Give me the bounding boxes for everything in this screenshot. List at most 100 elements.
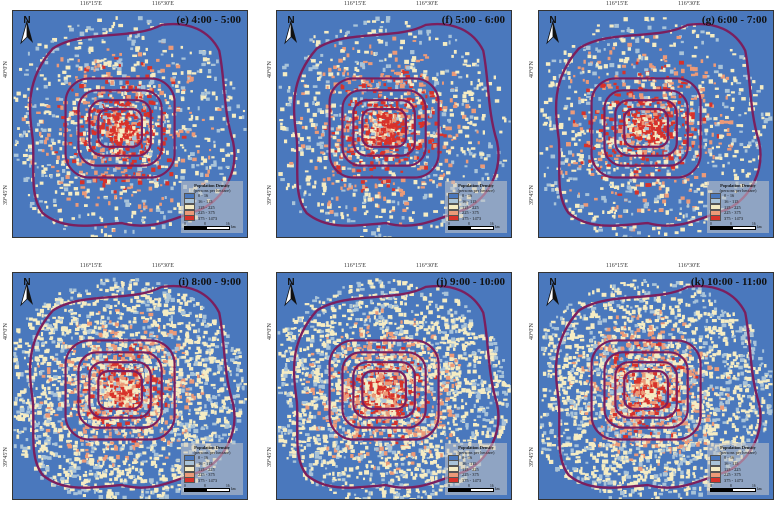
scale-unit: km <box>757 225 762 229</box>
legend-title: Population Density <box>720 445 756 451</box>
ring-road <box>590 77 702 179</box>
north-label: N <box>549 277 557 288</box>
scale-label: 16 <box>752 222 756 226</box>
density-raster <box>539 16 773 237</box>
coordinate-label: 116°15'E <box>344 263 366 269</box>
legend-title: Population Density <box>720 183 756 189</box>
ring-road <box>614 361 678 419</box>
legend-label: 375 - 1473 <box>724 477 744 483</box>
coordinate-label: 116°15'E <box>606 1 628 7</box>
ring-road <box>88 99 152 157</box>
legend-swatch <box>184 198 195 205</box>
north-arrow-icon: N <box>545 277 561 311</box>
legend-entry: 225 - 375 <box>184 209 240 216</box>
ring-road <box>603 351 689 429</box>
ring-road <box>623 108 669 148</box>
legend-label: 225 - 375 <box>724 472 741 478</box>
legend-entry: 115 - 225 <box>184 466 240 473</box>
legend-swatch <box>710 471 721 478</box>
coordinate-label: 39°45'N <box>529 447 535 467</box>
ring-road <box>97 108 143 148</box>
scale-label: 16 <box>490 484 494 488</box>
map-panel: 116°15'E 116°30'E 40°0'N 39°45'N N (j) 9:00 -… <box>266 262 514 502</box>
population-density-map: N (j) 9:00 - 10:00 Population Density (pers… <box>276 272 512 500</box>
scale-bar: 0 8 16 km <box>448 484 504 493</box>
scale-label: 8 <box>468 484 470 488</box>
legend-swatch <box>184 209 195 216</box>
legend-entry: 115 - 225 <box>710 204 766 211</box>
legend-entry: 16 - 115 <box>184 460 240 467</box>
legend-swatch <box>184 215 195 222</box>
legend-swatch <box>184 454 195 461</box>
ring-road <box>77 89 163 167</box>
coordinate-label: 116°30'E <box>152 1 174 7</box>
legend-swatch <box>448 454 459 461</box>
coordinate-label: 39°45'N <box>529 185 535 205</box>
legend-label: 16 - 115 <box>724 460 739 466</box>
legend-swatch <box>184 466 195 473</box>
legend-entry: 16 - 115 <box>448 460 504 467</box>
legend-label: 0 - 16 <box>198 455 209 461</box>
legend-label: 115 - 225 <box>724 204 741 210</box>
ring-road <box>352 99 416 157</box>
legend-entry: 115 - 225 <box>184 204 240 211</box>
coordinate-label: 116°15'E <box>80 263 102 269</box>
legend-swatch <box>448 204 459 211</box>
legend-swatch <box>448 460 459 467</box>
legend-swatch <box>184 192 195 199</box>
map-panel: 116°15'E 116°30'E 40°0'N 39°45'N N (k) 10:00 … <box>528 262 776 502</box>
legend-label: 225 - 375 <box>462 472 479 478</box>
coordinate-label: 39°45'N <box>3 185 9 205</box>
legend-entry: 0 - 16 <box>710 454 766 461</box>
legend-label: 225 - 375 <box>462 210 479 216</box>
legend-swatch <box>710 477 721 484</box>
legend-entry: 115 - 225 <box>448 204 504 211</box>
legend-swatch <box>710 454 721 461</box>
legend-swatch <box>448 466 459 473</box>
legend-entry: 16 - 115 <box>448 198 504 205</box>
scale-label: 16 <box>226 222 230 226</box>
scale-bar: 0 8 16 km <box>184 484 240 493</box>
ring-road <box>590 339 702 441</box>
legend-entry: 115 - 225 <box>710 466 766 473</box>
map-panel: 116°15'E 116°30'E 40°0'N 39°45'N N (f) 5:00 -… <box>266 0 514 240</box>
scale-unit: km <box>495 225 500 229</box>
population-density-map: N (g) 6:00 - 7:00 Population Density (perso… <box>538 10 774 238</box>
legend-label: 375 - 1473 <box>724 215 744 221</box>
legend-label: 375 - 1473 <box>462 477 482 483</box>
legend-label: 16 - 115 <box>198 460 213 466</box>
legend-title: Population Density <box>458 183 494 189</box>
legend-entry: 375 - 1473 <box>448 215 504 222</box>
legend-swatch <box>448 198 459 205</box>
population-density-map: N (e) 4:00 - 5:00 Population Density (perso… <box>12 10 248 238</box>
coordinate-label: 40°0'N <box>3 323 9 340</box>
map-panel: 116°15'E 116°30'E 40°0'N 39°45'N N (g) 6:00 -… <box>528 0 776 240</box>
scale-unit: km <box>231 487 236 491</box>
legend-label: 0 - 16 <box>462 193 473 199</box>
coordinate-label: 39°45'N <box>267 185 273 205</box>
legend: Population Density (persons per hectare) 0… <box>707 443 769 495</box>
density-raster <box>539 279 773 499</box>
panel-title: (j) 9:00 - 10:00 <box>436 276 505 288</box>
legend-label: 0 - 16 <box>724 193 735 199</box>
scale-label: 8 <box>204 222 206 226</box>
legend-swatch <box>448 192 459 199</box>
legend-swatch <box>448 477 459 484</box>
scale-label: 0 <box>184 222 186 226</box>
legend-swatch <box>448 215 459 222</box>
legend-label: 115 - 225 <box>724 466 741 472</box>
legend-entry: 16 - 115 <box>184 198 240 205</box>
legend-title: Population Density <box>194 445 230 451</box>
ring-road <box>361 370 407 410</box>
legend-label: 115 - 225 <box>462 204 479 210</box>
scale-label: 0 <box>710 484 712 488</box>
legend-entry: 0 - 16 <box>448 192 504 199</box>
legend-title: Population Density <box>194 183 230 189</box>
legend-swatch <box>184 204 195 211</box>
legend-swatch <box>710 466 721 473</box>
legend-swatch <box>448 471 459 478</box>
legend-swatch <box>710 460 721 467</box>
population-density-map: N (i) 8:00 - 9:00 Population Density (perso… <box>12 272 248 500</box>
north-arrow-icon: N <box>19 277 35 311</box>
scale-unit: km <box>231 225 236 229</box>
